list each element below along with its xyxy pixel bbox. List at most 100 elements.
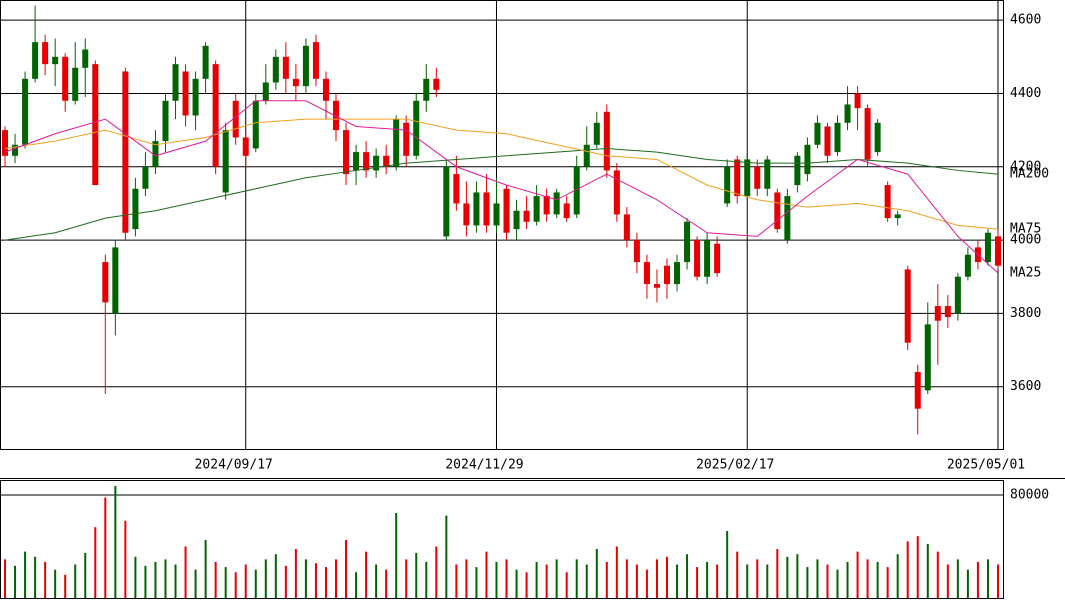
candle-body (714, 243, 721, 274)
candle-body (674, 262, 681, 285)
candle-body (694, 240, 701, 277)
candle-body (312, 42, 319, 79)
moving-average (4, 100, 999, 274)
volume-bar (194, 569, 197, 598)
volume-bar (996, 564, 999, 598)
y-tick-label: 3800 (1010, 306, 1041, 321)
x-tick-label: 2024/11/29 (445, 458, 523, 473)
volume-bar (535, 561, 538, 598)
volume-bar (866, 559, 869, 598)
candle-body (62, 56, 69, 101)
volume-bar (635, 564, 638, 598)
candle-body (553, 192, 560, 215)
candle-body (844, 104, 851, 123)
volume-bar (44, 561, 47, 598)
volume-bar (284, 565, 287, 598)
volume-bar (485, 551, 488, 598)
x-tick-label: 2025/05/01 (947, 458, 1025, 473)
candle-body (864, 108, 871, 160)
candle-body (784, 196, 791, 241)
volume-bar (595, 549, 598, 598)
x-tick-label: 2024/09/17 (195, 458, 273, 473)
volume-bar (916, 536, 919, 598)
candle-body (232, 100, 239, 138)
volume-bar (274, 554, 277, 598)
volume-bar (335, 559, 338, 598)
candle-body (583, 144, 590, 167)
volume-bar (706, 561, 709, 598)
volume-bar (876, 561, 879, 598)
candle-body (924, 324, 931, 391)
candle-body (132, 188, 139, 230)
candle-body (744, 159, 751, 197)
candle-body (393, 119, 400, 167)
candle-body (423, 78, 430, 101)
candle-body (934, 306, 941, 321)
candle-body (222, 130, 229, 193)
volume-bar (445, 515, 448, 598)
candle-body (162, 100, 169, 142)
volume-bar (886, 567, 889, 598)
moving-average (4, 147, 999, 241)
volume-bar (365, 551, 368, 598)
candle-body (633, 240, 640, 263)
volume-bar (204, 540, 207, 598)
y-tick-label: 4400 (1010, 86, 1041, 101)
candle-body (272, 56, 279, 83)
volume-bar (214, 561, 217, 598)
legend-label: MA75 (1010, 222, 1041, 237)
candle-body (814, 122, 821, 145)
candle-body (292, 78, 299, 87)
volume-bar (14, 565, 17, 598)
candle-body (202, 45, 209, 79)
candle-body (282, 56, 289, 79)
volume-bar (575, 559, 578, 598)
candle-body (353, 152, 360, 171)
volume-bar (696, 567, 699, 598)
volume-bar (956, 559, 959, 598)
candle-body (52, 56, 59, 65)
volume-bar (264, 559, 267, 598)
volume-bar (475, 567, 478, 598)
legend-label: MA200 (1010, 167, 1049, 182)
volume-bar (324, 567, 327, 598)
volume-bar (896, 554, 899, 598)
y-tick-label: 80000 (1010, 487, 1049, 502)
legend-label: MA25 (1010, 266, 1041, 281)
candle-body (252, 100, 259, 149)
volume-bar (74, 564, 77, 598)
candle-body (623, 214, 630, 241)
candle-body (152, 141, 159, 167)
volume-bar (796, 554, 799, 598)
candle-body (944, 306, 951, 318)
candle-body (2, 130, 9, 156)
volume-bar (716, 564, 719, 598)
volume-bar (826, 564, 829, 598)
candle-body (242, 137, 249, 156)
candle-body (543, 196, 550, 215)
volume-bar (525, 572, 528, 598)
candle-body (643, 262, 650, 285)
candle-body (724, 166, 731, 204)
volume-bar (375, 564, 378, 598)
candle-body (383, 155, 390, 167)
candle-body (914, 372, 921, 409)
candle-body (513, 210, 520, 230)
volume-bar (615, 546, 618, 598)
y-tick-label: 4000 (1010, 233, 1041, 248)
volume-bar (976, 561, 979, 598)
candle-body (954, 276, 961, 314)
candle-body (413, 100, 420, 156)
candle-body (483, 192, 490, 226)
volume-bar (946, 564, 949, 598)
candle-body (824, 126, 831, 156)
volume-bar (495, 561, 498, 598)
volume-bar (64, 574, 67, 598)
volume-bar (134, 556, 137, 598)
volume-bar (926, 543, 929, 598)
volume-bar (405, 559, 408, 598)
candle-body (142, 166, 149, 189)
moving-average (4, 118, 999, 230)
candle-body (262, 82, 269, 101)
volume-bar (254, 569, 257, 598)
